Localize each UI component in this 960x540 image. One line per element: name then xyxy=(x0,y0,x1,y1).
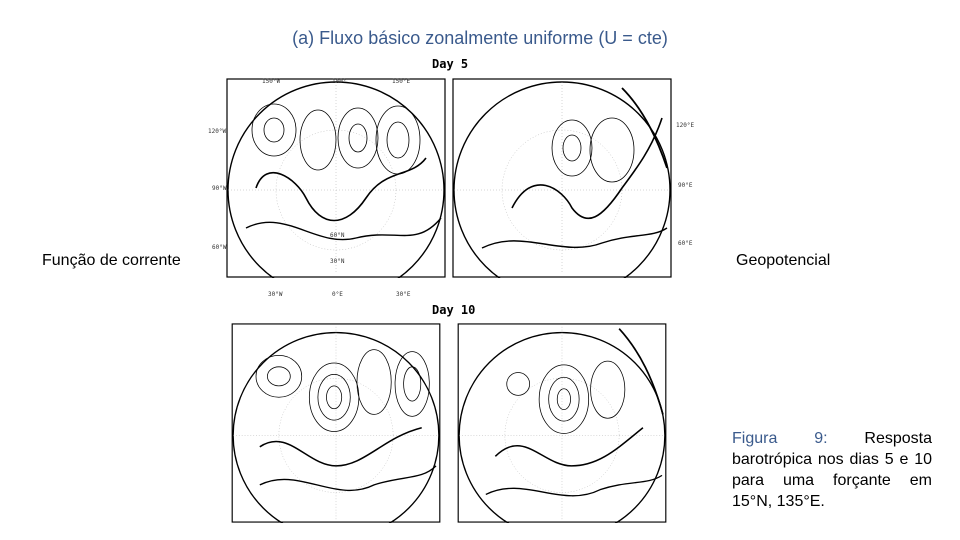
tick-label: 120°W xyxy=(208,128,227,135)
tick-label: 60°W xyxy=(212,244,227,251)
geopotential-label: Geopotencial xyxy=(736,252,831,269)
tick-label: 60°N xyxy=(330,232,345,239)
tick-label: 0°E xyxy=(332,291,343,298)
panel-day10-streamfunction xyxy=(226,323,446,539)
tick-label: 120°E xyxy=(676,122,695,129)
contour-map-day5-geopotential xyxy=(452,78,672,299)
tick-label: 180° xyxy=(332,78,347,85)
panel-day5-streamfunction xyxy=(226,78,446,299)
tick-label: 30°W xyxy=(268,291,283,298)
tick-label: 60°E xyxy=(678,240,693,247)
figure-title: (a) Fluxo básico zonalmente uniforme (U … xyxy=(292,28,668,48)
figure-caption: Figura 9: Resposta barotrópica nos dias … xyxy=(732,428,932,512)
tick-label: 150°W xyxy=(262,78,281,85)
day10-label: Day 10 xyxy=(432,303,476,317)
tick-label: 90°E xyxy=(678,182,693,189)
contour-map-day10-streamfunction xyxy=(231,323,441,539)
panel-day10-geopotential xyxy=(452,323,672,539)
figure-caption-text: Resposta barotrópica nos dias 5 e 10 par… xyxy=(732,430,932,510)
tick-label: 150°E xyxy=(392,78,411,85)
panel-day5-geopotential xyxy=(452,78,672,299)
tick-label: 30°E xyxy=(396,291,411,298)
tick-label: 30°N xyxy=(330,258,345,265)
day5-label: Day 5 xyxy=(432,57,469,71)
figure-number: Figura 9: xyxy=(732,430,828,447)
contour-map-day10-geopotential xyxy=(457,323,667,539)
tick-label: 90°W xyxy=(212,185,227,192)
streamfunction-label: Função de corrente xyxy=(42,252,181,269)
contour-map-day5-streamfunction xyxy=(226,78,446,299)
